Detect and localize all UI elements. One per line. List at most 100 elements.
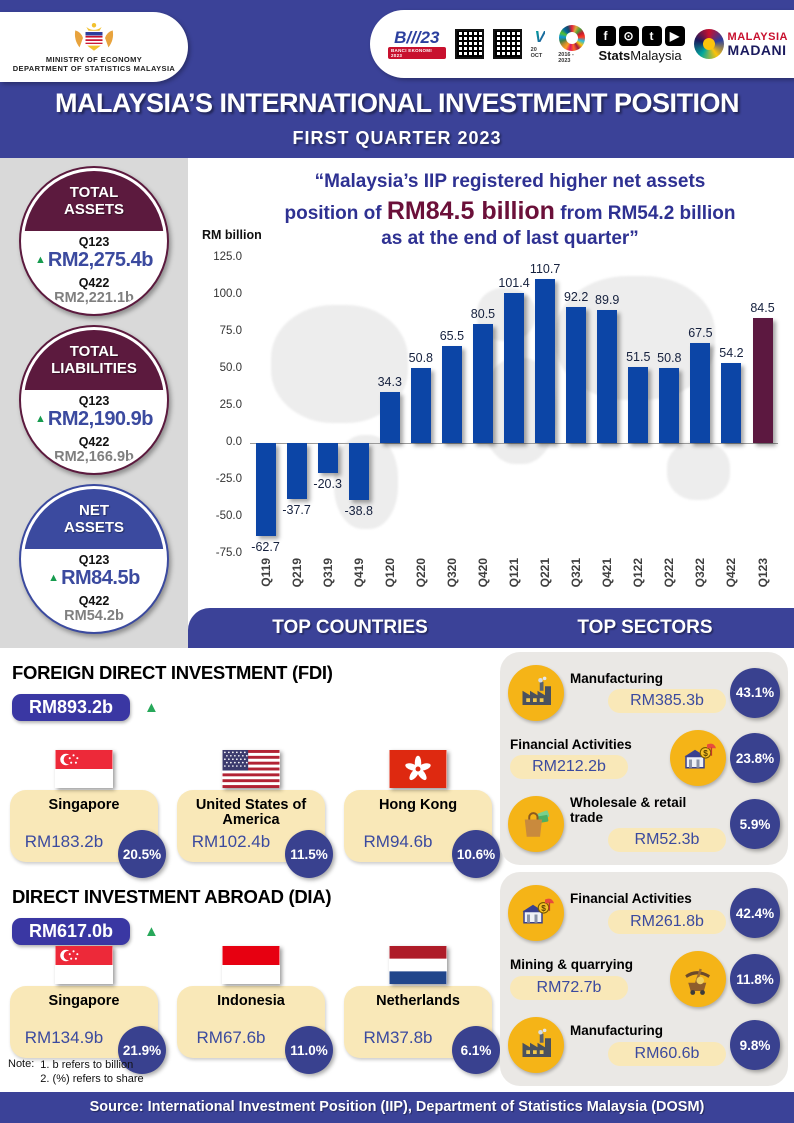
x-axis-tick-text: Q322	[693, 558, 708, 588]
dia-total: RM617.0b ▲	[12, 918, 159, 945]
sector-text: Financial Activities RM261.8b	[570, 891, 726, 934]
bar-Q122	[628, 366, 649, 443]
dia-total-value: RM617.0b	[12, 918, 131, 945]
summary-circle-title: TOTAL LIABILITIES	[24, 330, 164, 391]
x-axis-tick: Q420	[467, 558, 498, 606]
sector-name: Manufacturing	[570, 1023, 663, 1039]
sdg-wheel-icon	[559, 24, 586, 51]
bar-Q321	[566, 306, 587, 443]
sector-share-badge: 23.8%	[730, 733, 780, 784]
sector-name: Financial Activities	[510, 736, 632, 752]
bar-column: -62.7	[250, 258, 281, 554]
country-card: Singapore RM134.9b 21.9%	[10, 946, 166, 1074]
mining-icon	[670, 951, 726, 1007]
svg-text:$: $	[703, 749, 708, 758]
quarter-label: Q123	[78, 235, 110, 250]
bar-value-label: 67.5	[688, 326, 713, 341]
banci-logo-text: B///23	[394, 28, 440, 47]
hk-flag-icon	[389, 750, 447, 788]
x-axis-tick-text: Q122	[631, 558, 646, 588]
country-value: RM67.6b	[196, 1028, 266, 1047]
page-title: MALAYSIA’S INTERNATIONAL INVESTMENT POSI…	[54, 88, 740, 118]
sector-row: $ Financial Activities RM261.8b 42.4%	[508, 881, 780, 945]
facebook-icon: f	[595, 25, 616, 46]
sector-share-badge: 43.1%	[730, 667, 780, 718]
sector-share-badge: 11.8%	[730, 954, 780, 1004]
country-value: RM134.9b	[24, 1028, 104, 1047]
bar-Q221	[535, 279, 556, 443]
bar-column: 51.5	[623, 258, 654, 553]
bar-column: 50.8	[654, 258, 685, 553]
page-subtitle: FIRST QUARTER 2023	[292, 128, 502, 148]
madani-hand-icon	[693, 29, 724, 59]
x-axis-tick-text: Q319	[320, 558, 335, 588]
country-value: RM94.6b	[363, 832, 433, 851]
bar-column: 34.3	[374, 258, 405, 553]
bar-Q220	[410, 367, 431, 443]
y-axis-tick: 25.0	[219, 399, 242, 411]
x-axis-tick: Q419	[343, 558, 374, 606]
census-day-caption: 20 OCT	[530, 46, 543, 59]
bar-value-label: 54.2	[719, 345, 744, 360]
x-axis-tick: Q321	[561, 558, 592, 606]
summary-circle-body: NET ASSETS Q123 ▲ RM84.5b Q422 RM54.2b	[24, 489, 164, 629]
sector-value: RM60.6b	[608, 1041, 726, 1066]
previous-value: RM2,166.9b	[54, 449, 134, 466]
sector-name: Mining & quarrying	[510, 957, 633, 973]
bar-column: 84.5	[747, 258, 778, 553]
bar-Q119	[255, 443, 276, 536]
sector-row: Financial Activities RM212.2b $23.8%	[508, 726, 780, 790]
header: MINISTRY OF ECONOMY DEPARTMENT OF STATIS…	[0, 0, 794, 158]
x-axis-tick-text: Q420	[475, 558, 490, 588]
bar-value-label: 51.5	[626, 349, 651, 364]
x-axis-tick-text: Q120	[382, 558, 397, 588]
country-name: Singapore	[48, 993, 120, 1009]
madani-line1: MALAYSIA	[727, 30, 788, 43]
social-media-block: f ⊙ t ▶ StatsMalaysia	[595, 25, 685, 63]
bar-Q322	[690, 343, 711, 443]
stats-malaysia-brand: StatsMalaysia	[598, 47, 682, 63]
sector-value: RM72.7b	[510, 975, 628, 1000]
x-axis-tick-text: Q219	[289, 558, 304, 588]
x-axis-tick: Q421	[592, 558, 623, 606]
country-name: Hong Kong	[378, 797, 458, 813]
x-axis-tick: Q220	[405, 558, 436, 606]
bar-Q420	[472, 323, 493, 443]
bar-Q121	[504, 292, 525, 443]
quote-line1: “Malaysia’s IIP registered higher net as…	[314, 171, 706, 192]
census-checkmark-icon: V	[534, 28, 546, 46]
bar-column: 65.5	[436, 258, 467, 553]
bar-value-label: -37.7	[282, 502, 311, 517]
country-name: Singapore	[48, 797, 120, 813]
x-axis-tick-text: Q222	[662, 558, 677, 588]
sector-name: Financial Activities	[570, 891, 692, 907]
x-axis-tick: Q319	[312, 558, 343, 606]
country-share-badge: 11.5%	[285, 830, 333, 878]
country-card: United States of America RM102.4b 11.5%	[177, 750, 333, 878]
factory-icon	[508, 664, 564, 721]
country-share-badge: 21.9%	[118, 1026, 166, 1074]
summary-circle: NET ASSETS Q123 ▲ RM84.5b Q422 RM54.2b	[19, 484, 169, 634]
bar-value-label: 80.5	[470, 306, 496, 321]
summary-circle-title: TOTAL ASSETS	[24, 171, 164, 232]
increase-arrow-icon: ▲	[35, 413, 46, 426]
bar-column: -38.8	[343, 258, 374, 553]
youtube-icon: ▶	[664, 25, 685, 46]
x-axis-tick-text: Q320	[444, 558, 459, 588]
quarter-label: Q123	[78, 553, 110, 568]
sector-share-badge: 9.8%	[730, 1020, 780, 1070]
bars-container: -62.7 -37.7 -20.3 -38.8 34.3 50.8 65.5 80.5 101.…	[250, 258, 778, 554]
sector-text: Manufacturing RM385.3b	[570, 672, 726, 714]
bar-Q421	[597, 309, 618, 443]
svg-text:$: $	[541, 904, 546, 913]
bar-value-label: 50.8	[408, 350, 434, 365]
y-axis-tick: 100.0	[213, 288, 242, 300]
country-value: RM102.4b	[191, 832, 271, 851]
summary-circle-title: NET ASSETS	[24, 489, 164, 550]
sector-text: Manufacturing RM60.6b	[570, 1023, 726, 1066]
quote-highlight-value: RM84.5 billion	[386, 196, 555, 225]
bar-value-label: 92.2	[563, 289, 589, 304]
census-day-logo: V 20 OCT	[530, 28, 550, 59]
current-value-row: ▲ RM2,275.4b	[35, 249, 153, 272]
sector-row: Manufacturing RM60.6b 9.8%	[508, 1013, 780, 1077]
